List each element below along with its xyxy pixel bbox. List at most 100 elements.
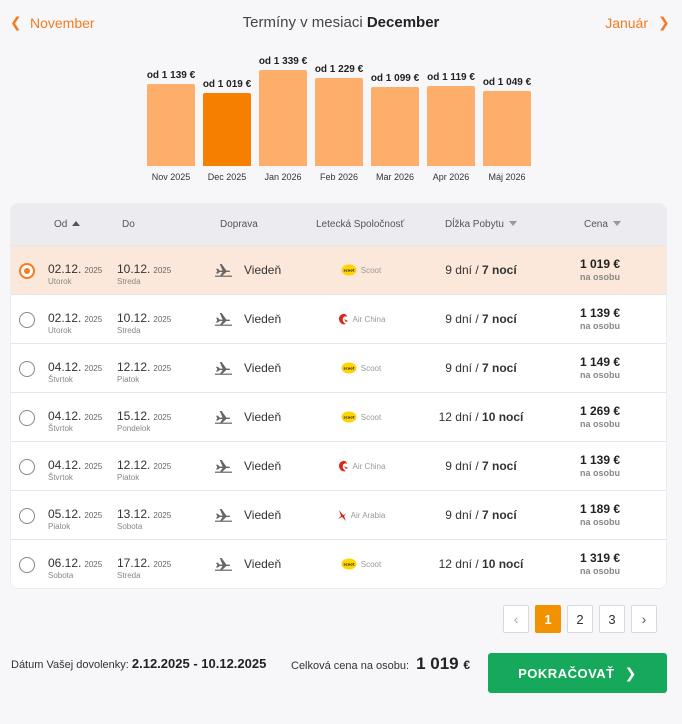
airline: Air Arabia [311, 509, 411, 522]
month-bar-1[interactable]: od 1 019 € Dec 2025 [202, 50, 252, 182]
table-row[interactable]: 02.12. 2025 Utorok 10.12. 2025 Streda Viedeň sc… [11, 245, 666, 294]
header-do[interactable]: Do [122, 219, 135, 230]
month-bar-0[interactable]: od 1 139 € Nov 2025 [146, 50, 196, 182]
from-date-year: 2025 [84, 560, 103, 569]
plane-departure-icon [215, 410, 238, 424]
month-bar-fill [483, 91, 531, 166]
vacation-date-label: Dátum Vašej dovolenky: [11, 659, 129, 671]
from-date-year: 2025 [84, 364, 103, 373]
page-2-button[interactable]: 2 [567, 605, 593, 633]
table-row[interactable]: 05.12. 2025 Piatok 13.12. 2025 Sobota Viedeň Ai… [11, 490, 666, 539]
to-weekday: Piatok [117, 375, 140, 384]
table-row[interactable]: 04.12. 2025 Štvrtok 15.12. 2025 Pondelok Viede… [11, 392, 666, 441]
plane-departure-icon [215, 263, 238, 277]
page-3-button[interactable]: 3 [599, 605, 625, 633]
pagination-prev-button[interactable]: ‹ [503, 605, 529, 633]
price-per-person: na osobu [580, 272, 620, 282]
from-date-day: 06.12. [48, 556, 82, 570]
sort-asc-icon [72, 221, 81, 226]
row-radio[interactable] [19, 263, 35, 279]
month-bar-price-label: od 1 119 € [427, 72, 475, 83]
month-bar-2[interactable]: od 1 339 € Jan 2026 [258, 50, 308, 182]
next-month-label: Január [605, 14, 648, 31]
chevron-right-icon: › [641, 611, 647, 627]
price-value: 1 139 € [579, 306, 621, 320]
header-dlzka-label: Dĺžka Pobytu [445, 219, 504, 230]
to-date: 12.12. 2025 Piatok [117, 358, 171, 384]
table-row[interactable]: 06.12. 2025 Sobota 17.12. 2025 Streda Viedeň sc… [11, 539, 666, 588]
month-bar-fill [259, 70, 307, 166]
month-bar-6[interactable]: od 1 049 € Máj 2026 [482, 50, 532, 182]
svg-text:scoot: scoot [343, 269, 354, 273]
to-date-year: 2025 [153, 462, 172, 471]
airline-name: Air Arabia [350, 511, 386, 520]
transport: Viedeň [215, 410, 281, 424]
airline-name: Scoot [360, 412, 382, 422]
stay-length: 9 dní / 7 nocí [445, 361, 517, 375]
from-date-day: 05.12. [48, 507, 82, 521]
header-dlzka[interactable]: Dĺžka Pobytu [445, 219, 517, 230]
page-1-button[interactable]: 1 [535, 605, 561, 633]
month-bar-5[interactable]: od 1 119 € Apr 2026 [426, 50, 476, 182]
total-price-currency: € [463, 658, 471, 672]
month-bar-price-label: od 1 339 € [258, 56, 308, 67]
chevron-left-icon: ❮ [10, 14, 22, 30]
header-od[interactable]: Od [54, 219, 81, 230]
airline-name: Air China [352, 315, 386, 324]
airline: Air China [311, 313, 411, 326]
row-radio[interactable] [19, 312, 35, 328]
plane-departure-icon [215, 361, 238, 375]
month-bar-4[interactable]: od 1 099 € Mar 2026 [370, 50, 420, 182]
from-date-year: 2025 [84, 511, 103, 520]
prev-month-link[interactable]: ❮ November [10, 14, 95, 31]
pagination-next-button[interactable]: › [631, 605, 657, 633]
table-row[interactable]: 02.12. 2025 Utorok 10.12. 2025 Streda Viedeň Ai… [11, 294, 666, 343]
to-weekday: Streda [117, 277, 141, 286]
total-price-value: 1 019 € [416, 654, 470, 673]
from-date: 02.12. 2025 Utorok [48, 309, 102, 335]
row-radio[interactable] [19, 361, 35, 377]
month-bar-fill [427, 86, 475, 166]
month-bar-price-label: od 1 019 € [202, 79, 252, 90]
stay-nights: 7 nocí [482, 312, 517, 326]
row-radio[interactable] [19, 557, 35, 573]
month-bar-3[interactable]: od 1 229 € Feb 2026 [314, 50, 364, 182]
total-price-amount: 1 019 [416, 654, 459, 673]
chevron-right-icon: ❯ [624, 664, 637, 681]
month-title: Termíny v mesiaci December [0, 14, 682, 31]
row-radio[interactable] [19, 410, 35, 426]
month-bar-fill [371, 87, 419, 166]
airline-name: Air China [352, 462, 386, 471]
table-row[interactable]: 04.12. 2025 Štvrtok 12.12. 2025 Piatok Viedeň A… [11, 441, 666, 490]
airline: scoot Scoot [311, 558, 411, 570]
row-radio[interactable] [19, 508, 35, 524]
airline: scoot Scoot [311, 264, 411, 276]
month-bar-price-label: od 1 099 € [370, 73, 420, 84]
to-date-year: 2025 [153, 315, 172, 324]
stay-nights: 7 nocí [482, 459, 517, 473]
stay-days: 9 dní [445, 508, 472, 522]
from-date: 02.12. 2025 Utorok [48, 260, 102, 286]
plane-departure-icon [215, 557, 238, 571]
transport: Viedeň [215, 361, 281, 375]
transport: Viedeň [215, 459, 281, 473]
price-per-person: na osobu [580, 517, 620, 527]
next-month-link[interactable]: Január ❯ [605, 14, 670, 31]
table-row[interactable]: 04.12. 2025 Štvrtok 12.12. 2025 Piatok Viedeň s… [11, 343, 666, 392]
to-date: 15.12. 2025 Pondelok [117, 407, 171, 433]
stay-days: 9 dní [445, 312, 472, 326]
airline-name: Scoot [360, 363, 382, 373]
month-bar-month-label: Nov 2025 [151, 172, 191, 182]
to-weekday: Streda [117, 326, 141, 335]
row-radio[interactable] [19, 459, 35, 475]
transport: Viedeň [215, 263, 281, 277]
to-weekday: Streda [117, 571, 141, 580]
price-value: 1 139 € [579, 453, 621, 467]
header-od-label: Od [54, 219, 68, 230]
header-cena[interactable]: Cena [584, 219, 621, 230]
to-date-year: 2025 [153, 364, 172, 373]
prev-month-label: November [30, 14, 95, 31]
vacation-date-value: 2.12.2025 - 10.12.2025 [131, 656, 267, 671]
from-date-day: 04.12. [48, 458, 82, 472]
continue-button[interactable]: POKRAČOVAŤ ❯ [488, 653, 667, 693]
